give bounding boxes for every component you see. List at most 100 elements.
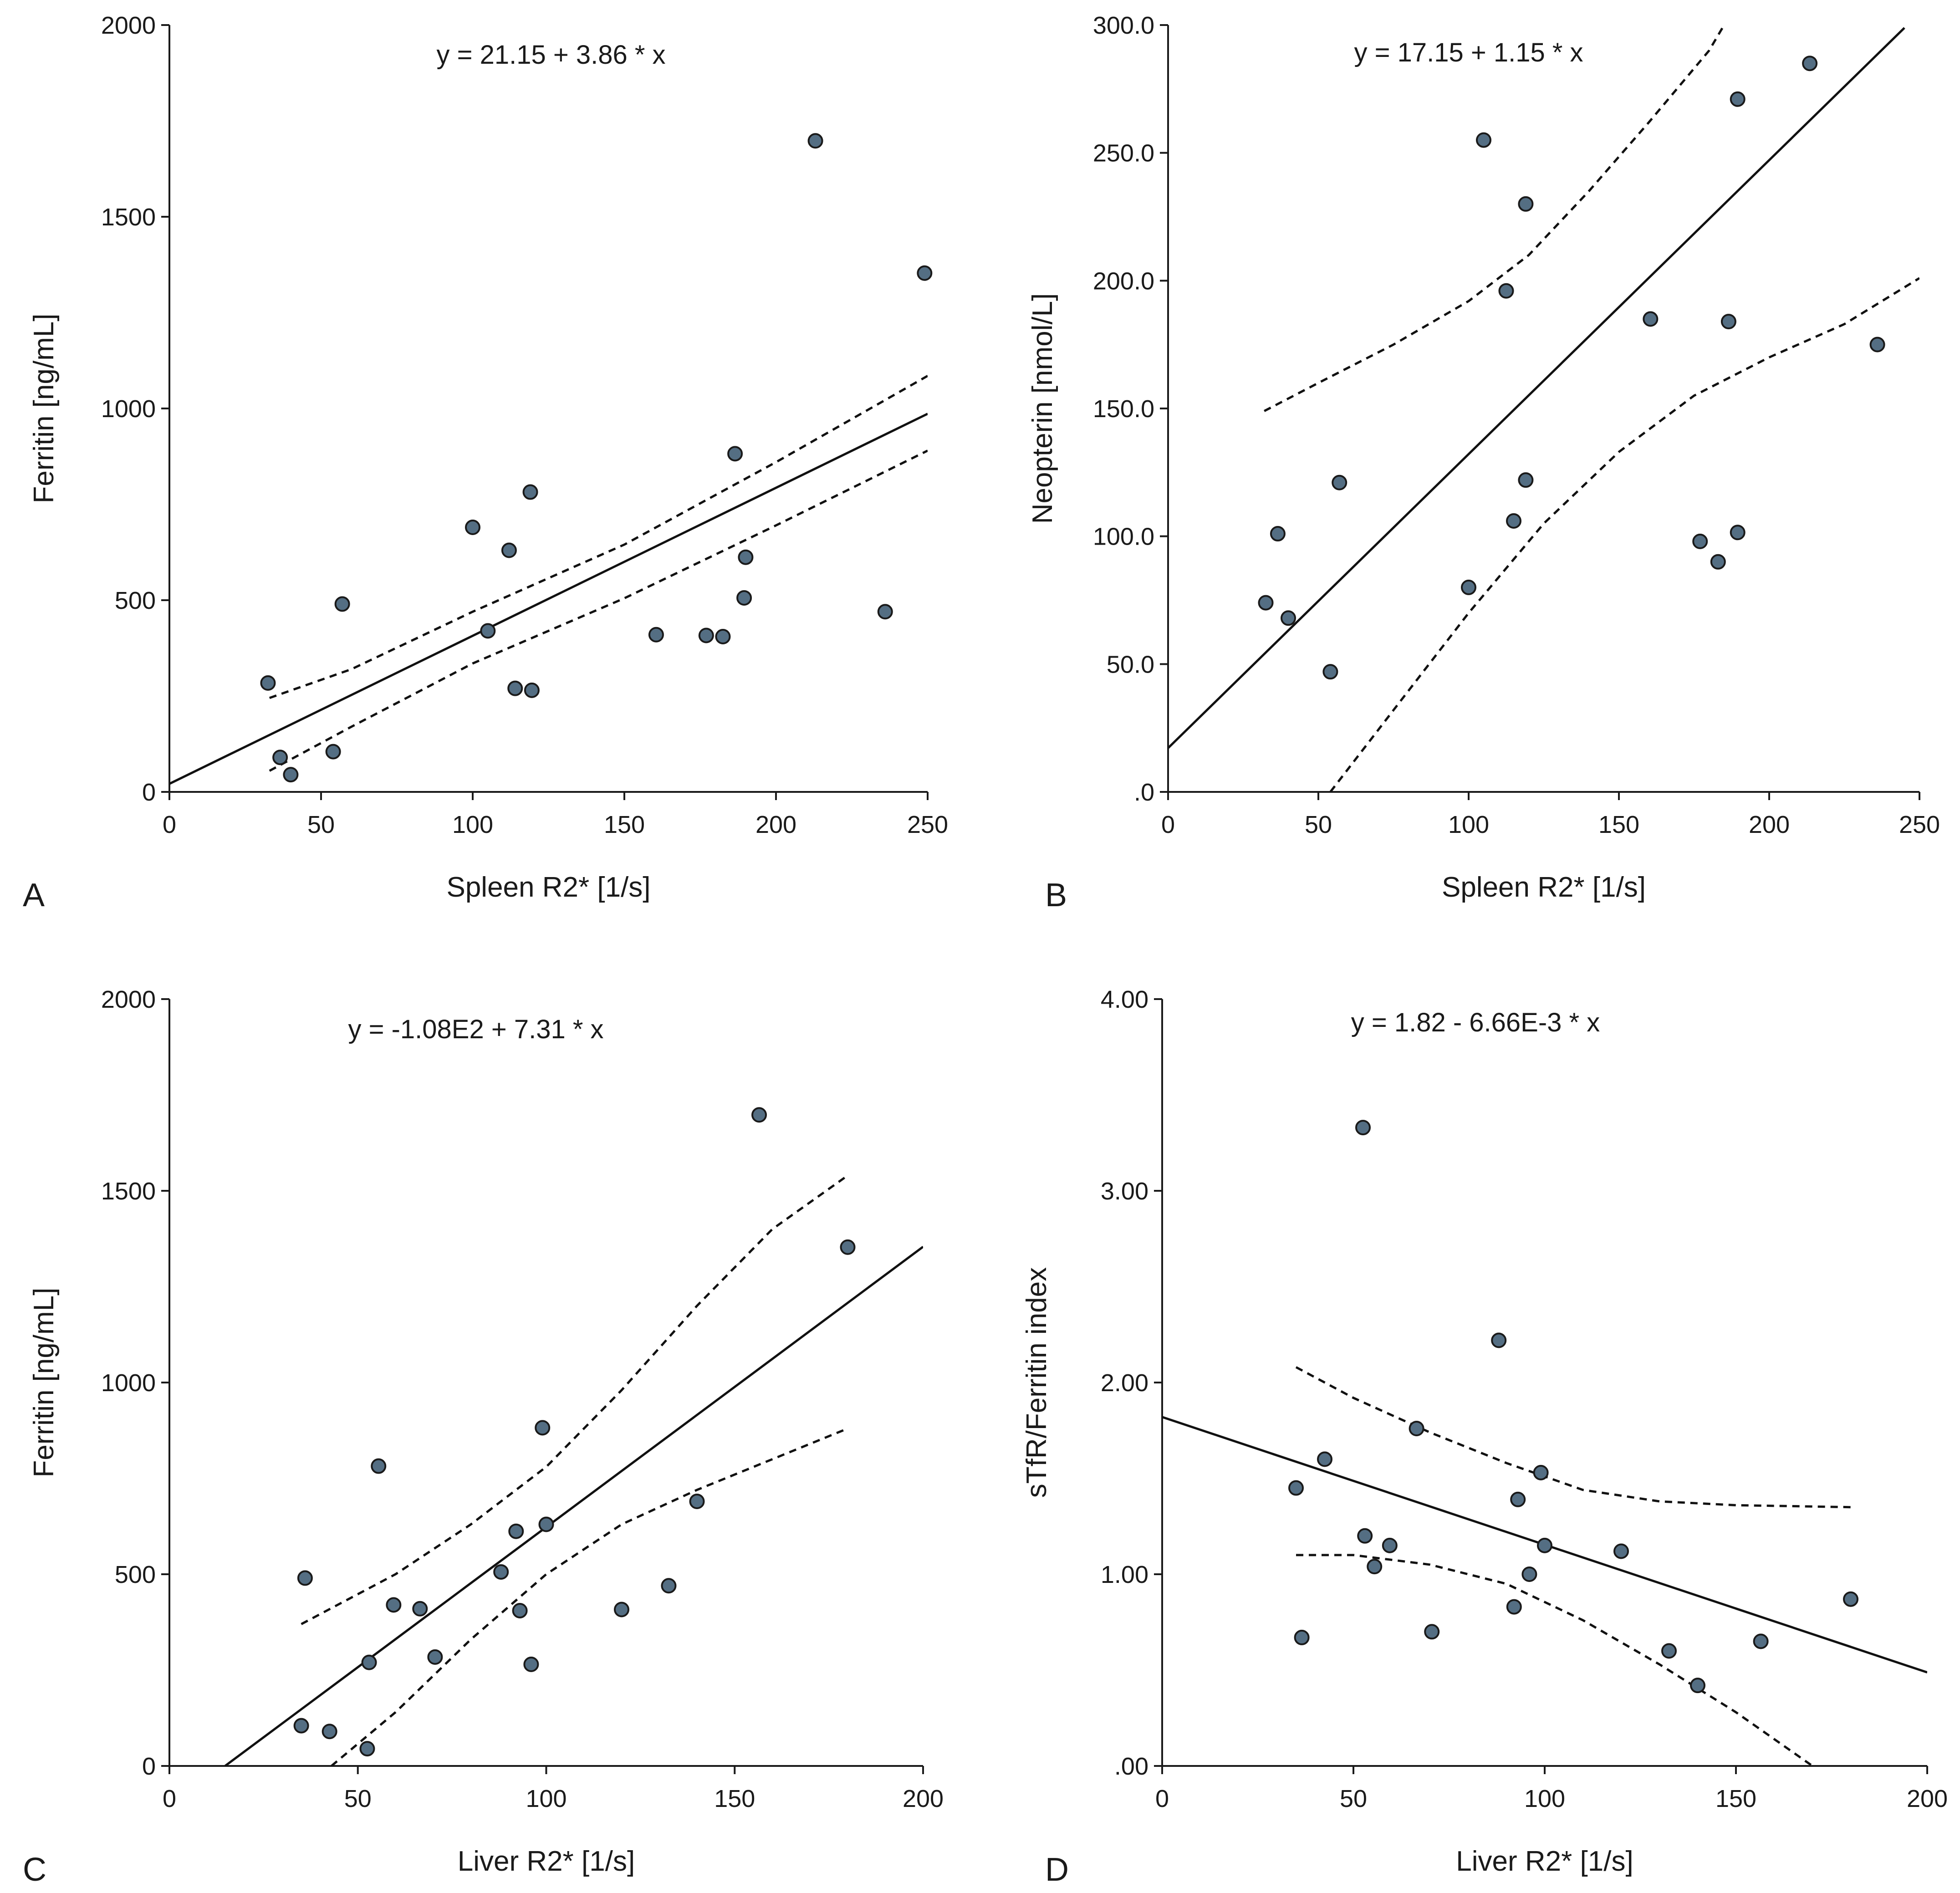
- data-point: [1357, 1528, 1373, 1544]
- x-axis-title: Spleen R2* [1/s]: [1442, 872, 1646, 903]
- data-point: [1355, 1120, 1371, 1136]
- x-axis-title: Liver R2* [1/s]: [1456, 1846, 1633, 1877]
- data-point: [272, 750, 288, 765]
- data-point: [1367, 1559, 1383, 1575]
- x-tick-label: 200: [1907, 1785, 1948, 1812]
- data-point: [1710, 554, 1726, 570]
- y-tick-label: 1500: [101, 204, 156, 231]
- data-point: [1476, 132, 1491, 148]
- y-axis-title: Ferritin [ng/mL]: [28, 314, 60, 504]
- data-point: [493, 1564, 509, 1580]
- data-point: [322, 1724, 337, 1740]
- y-tick-label: 4.00: [1101, 986, 1148, 1013]
- data-point: [1332, 475, 1348, 490]
- x-tick-label: 150: [714, 1785, 755, 1812]
- regression-equation: y = 17.15 + 1.15 * x: [1354, 38, 1583, 67]
- data-point: [917, 265, 933, 281]
- x-tick-label: 100: [1524, 1785, 1565, 1812]
- y-tick-label: 0: [142, 779, 156, 806]
- panel-letter: A: [23, 877, 45, 913]
- y-axis-title: Ferritin [ng/mL]: [28, 1288, 60, 1478]
- y-tick-label: 100.0: [1093, 523, 1154, 551]
- data-point: [1491, 1332, 1507, 1348]
- x-tick-label: 50: [1305, 811, 1332, 838]
- data-point: [535, 1420, 551, 1436]
- data-point: [715, 628, 731, 644]
- y-tick-label: 250.0: [1093, 140, 1154, 167]
- y-tick-label: 500: [115, 587, 156, 614]
- data-point: [260, 675, 276, 691]
- data-point: [1533, 1464, 1549, 1480]
- data-point: [1506, 513, 1521, 529]
- lines-group: [1162, 1366, 1927, 1766]
- data-point: [334, 596, 350, 612]
- data-point: [1521, 1566, 1537, 1582]
- data-point: [427, 1649, 443, 1665]
- regression-line: [1168, 27, 1905, 749]
- y-tick-label: 2000: [101, 12, 156, 39]
- y-tick-label: 200.0: [1093, 267, 1154, 295]
- data-point: [1730, 91, 1746, 107]
- data-point: [1661, 1643, 1677, 1659]
- x-tick-label: 100: [1448, 811, 1489, 838]
- data-point: [661, 1578, 677, 1594]
- x-tick-label: 50: [344, 1785, 372, 1812]
- lines-group: [169, 375, 928, 785]
- data-point: [501, 542, 517, 558]
- regression-equation: y = 1.82 - 6.66E-3 * x: [1351, 1008, 1600, 1037]
- chart-panel-a: 0 50 100 150 200 250 0 500 1000 1500 2000 Spleen R2…: [23, 12, 948, 913]
- x-tick-label: 200: [903, 1785, 944, 1812]
- x-tick-label: 0: [163, 1785, 176, 1812]
- data-point: [293, 1718, 309, 1734]
- y-tick-label: 2.00: [1101, 1369, 1148, 1397]
- data-point: [1720, 314, 1736, 330]
- data-point: [1270, 526, 1286, 542]
- x-tick-label: 100: [526, 1785, 567, 1812]
- data-point: [412, 1601, 428, 1617]
- y-tick-label: 1000: [101, 395, 156, 423]
- data-point: [1518, 196, 1534, 212]
- data-point: [538, 1516, 554, 1532]
- data-point: [877, 604, 893, 620]
- chart-panel-b: 0 50 100 150 200 250.050.0100.0150.0200.0250.…: [1027, 12, 1940, 913]
- ci-upper-line: [1295, 1366, 1851, 1509]
- data-point: [736, 590, 752, 606]
- x-tick-label: 50: [307, 811, 335, 838]
- data-point: [1322, 664, 1338, 680]
- data-point: [1643, 311, 1659, 327]
- data-point: [751, 1107, 767, 1123]
- y-axis-title: Neopterin [nmol/L]: [1027, 293, 1058, 524]
- data-point: [325, 744, 341, 760]
- data-point: [689, 1494, 705, 1510]
- data-point: [1317, 1451, 1332, 1467]
- y-tick-label: 2000: [101, 986, 156, 1013]
- x-tick-label: 0: [163, 811, 176, 838]
- regression-line: [169, 413, 928, 785]
- y-tick-label: 1500: [101, 1178, 156, 1205]
- panel-letter: D: [1045, 1852, 1069, 1888]
- data-point: [1802, 56, 1818, 71]
- data-point: [1692, 533, 1708, 549]
- data-point: [807, 133, 823, 149]
- data-point: [698, 628, 714, 643]
- regression-line: [224, 1245, 923, 1766]
- ci-upper-line: [1264, 25, 1725, 412]
- data-point: [1843, 1591, 1858, 1607]
- y-tick-label: 0: [142, 1753, 156, 1780]
- data-point: [522, 484, 538, 500]
- chart-panel-d: 0 50 100 150 200 .00 1.00 2.00 3.00 4.00 Liver R2*…: [1021, 986, 1948, 1888]
- data-point: [1288, 1480, 1304, 1496]
- panel-letter: C: [23, 1852, 46, 1888]
- lines-group: [1168, 25, 1919, 792]
- data-point: [840, 1239, 856, 1255]
- y-tick-label: 1.00: [1101, 1561, 1148, 1588]
- data-point: [359, 1741, 375, 1757]
- data-point: [614, 1602, 629, 1617]
- data-point: [727, 446, 743, 462]
- data-point: [1424, 1624, 1440, 1640]
- data-point: [297, 1570, 313, 1586]
- ci-lower-line: [1329, 277, 1919, 792]
- data-point: [648, 627, 664, 643]
